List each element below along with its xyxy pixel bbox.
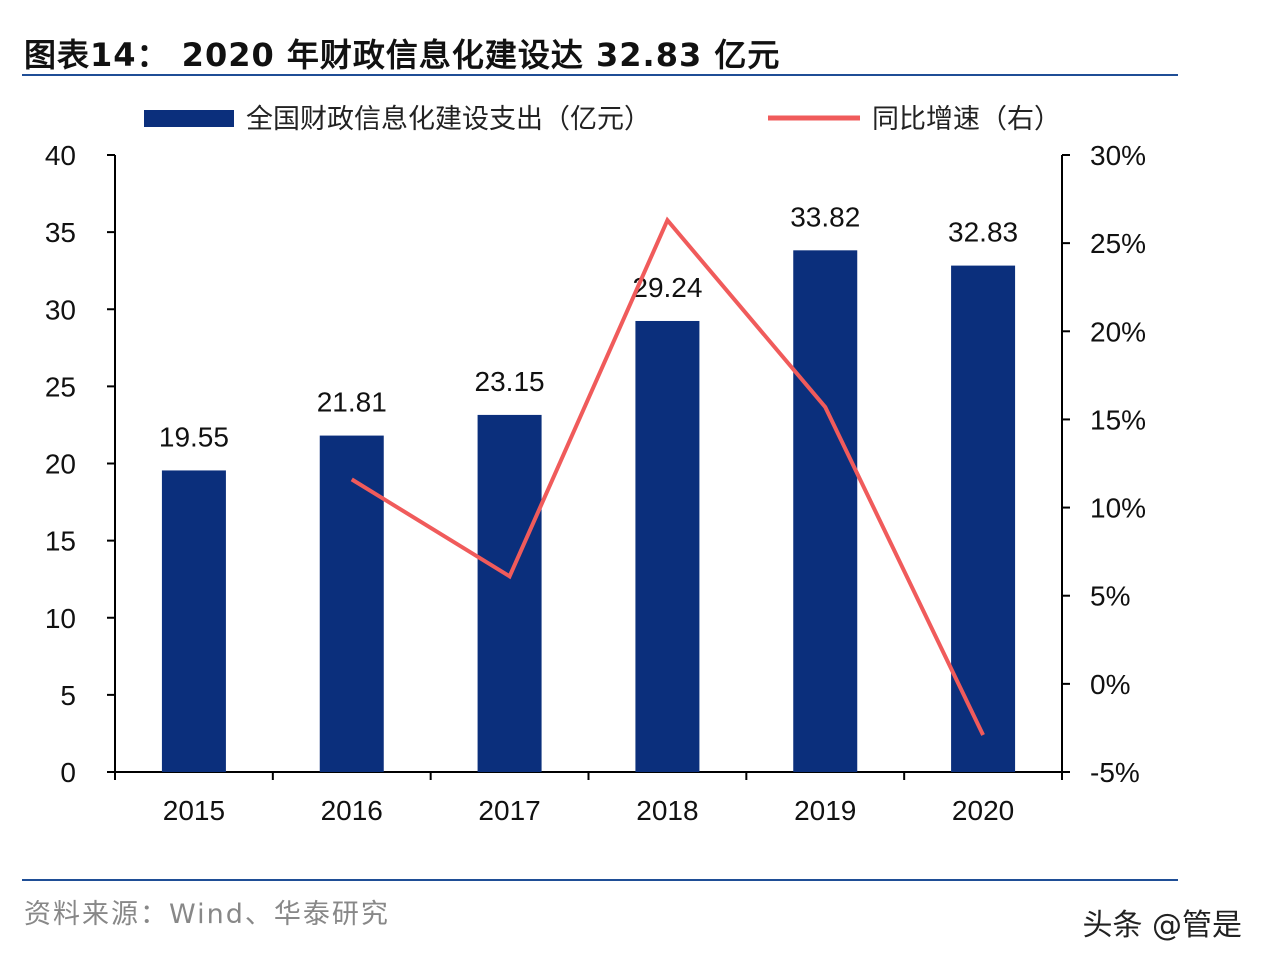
right-tick-label: 0% xyxy=(1090,669,1130,700)
right-tick-label: 15% xyxy=(1090,404,1146,435)
right-tick-label: 30% xyxy=(1090,140,1146,171)
right-tick-label: 20% xyxy=(1090,316,1146,347)
chart-title: 图表14： 2020 年财政信息化建设达 32.83 亿元 xyxy=(24,36,781,74)
title-rule xyxy=(22,74,1178,76)
x-tick-label: 2019 xyxy=(794,795,856,826)
legend-line-label: 同比增速（右） xyxy=(872,104,1061,135)
legend-bar-swatch xyxy=(144,110,234,127)
right-tick-label: -5% xyxy=(1090,757,1140,788)
bar-data-label: 33.82 xyxy=(790,201,860,232)
left-tick-label: 30 xyxy=(45,294,76,325)
right-tick-label: 25% xyxy=(1090,228,1146,259)
right-tick-label: 5% xyxy=(1090,581,1130,612)
left-tick-label: 15 xyxy=(45,526,76,557)
x-tick-label: 2017 xyxy=(478,795,540,826)
bar xyxy=(951,265,1016,772)
left-tick-label: 35 xyxy=(45,217,76,248)
bar xyxy=(161,470,226,772)
x-tick-label: 2016 xyxy=(321,795,383,826)
watermark: 头条 @管是 xyxy=(1082,908,1242,943)
legend-bar-label: 全国财政信息化建设支出（亿元） xyxy=(246,104,651,135)
x-tick-label: 2020 xyxy=(952,795,1014,826)
source-note: 资料来源：Wind、华泰研究 xyxy=(24,899,390,930)
left-tick-label: 5 xyxy=(60,680,76,711)
x-tick-label: 2015 xyxy=(163,795,225,826)
x-tick-label: 2018 xyxy=(636,795,698,826)
footer-rule xyxy=(22,879,1178,881)
bar-data-label: 23.15 xyxy=(475,366,545,397)
bar xyxy=(635,320,700,772)
bar-data-label: 32.83 xyxy=(948,217,1018,248)
left-tick-label: 20 xyxy=(45,449,76,480)
bar xyxy=(477,414,542,772)
left-tick-label: 0 xyxy=(60,757,76,788)
bar xyxy=(319,435,384,772)
right-tick-label: 10% xyxy=(1090,493,1146,524)
bar-data-label: 21.81 xyxy=(317,387,387,418)
left-tick-label: 25 xyxy=(45,371,76,402)
left-tick-label: 10 xyxy=(45,603,76,634)
left-tick-label: 40 xyxy=(45,140,76,171)
bar-data-label: 19.55 xyxy=(159,421,229,452)
bar xyxy=(793,250,858,772)
